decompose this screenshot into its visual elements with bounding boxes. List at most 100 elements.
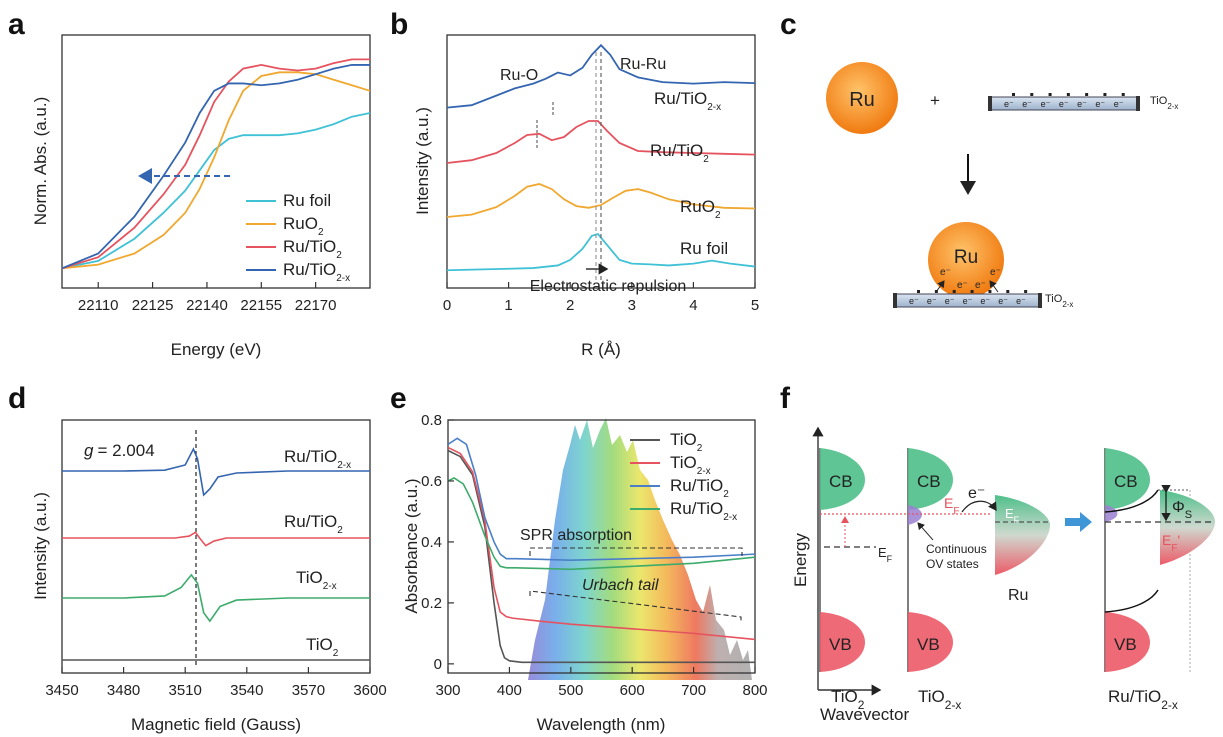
x-tick-label: 3600: [353, 682, 386, 699]
b-xlabel: R (Å): [581, 340, 621, 359]
bar-end: [988, 96, 992, 111]
panel-label-e: e: [390, 382, 407, 415]
surface-dash: [1121, 93, 1125, 96]
tio2x-cb: [908, 448, 953, 510]
ru-ef-label: EF: [1005, 506, 1020, 525]
series-label: Ru/TiO2: [670, 476, 729, 500]
electron-symbol: e⁻: [975, 280, 986, 291]
substrate-top: e⁻ e⁻ e⁻ e⁻ e⁻ e⁻ e⁻: [988, 93, 1140, 111]
series-label: RuO2: [283, 214, 324, 238]
sphere-electrons: e⁻ e⁻ e⁻ e⁻: [935, 267, 1001, 293]
electron-symbol: e⁻: [1114, 99, 1124, 109]
series-label: Ru/TiO2-x: [654, 89, 721, 113]
junction-ov-states: [1105, 505, 1118, 522]
electron-symbol: e⁻: [927, 296, 937, 306]
tio2x-vb: [908, 612, 953, 672]
surface-dash: [1024, 290, 1028, 293]
surface-dash: [1048, 93, 1052, 96]
f-energy-label: Energy: [791, 533, 810, 587]
junction-cb-label: CB: [1114, 472, 1138, 491]
electron-symbol: e⁻: [957, 280, 968, 291]
junction-vb-label: VB: [1114, 635, 1137, 654]
panel-b: b 0 1 2 3 4 5 R (Å) Intensity (a.u.) Ru/TiO2-…: [390, 8, 759, 359]
substrate-bottom: e⁻ e⁻ e⁻ e⁻ e⁻ e⁻ e⁻: [893, 290, 1042, 308]
transition-arrow: [1065, 512, 1092, 532]
spr-bracket: [529, 547, 743, 556]
a-series-line: [61, 112, 371, 270]
bar-end: [893, 293, 897, 308]
d-series-line: [62, 573, 370, 623]
e-series-line: [447, 476, 756, 571]
b-repulsion-label: Electrostatic repulsion: [530, 278, 687, 295]
x-tick-label: 22125: [132, 297, 174, 314]
e-series-line: [447, 437, 756, 562]
surface-dash: [1103, 93, 1107, 96]
series-label: Ru/TiO2-x: [670, 499, 737, 523]
plot-frame-d: [61, 419, 371, 674]
ru-sphere-bottom: [928, 222, 1004, 298]
panel-f: f Energy Wavevector CB VB EF TiO2 CB VB …: [780, 382, 1215, 724]
series-label: Ru/TiO2-x: [283, 260, 350, 284]
junction-vb: [1105, 612, 1150, 672]
e-yticks: 0 0.2 0.4 0.6 0.8: [421, 412, 454, 673]
series-label: Ru foil: [283, 191, 331, 210]
a-xlabel: Energy (eV): [171, 340, 262, 359]
ru-label: Ru: [1008, 587, 1028, 604]
tio2-label: TiO2: [831, 687, 865, 712]
tio2-cb: [820, 448, 865, 510]
a-series-group: [61, 58, 371, 270]
surface-dash: [952, 290, 956, 293]
x-tick-label: 22110: [78, 297, 119, 314]
a-series-line: [61, 58, 370, 270]
x-tick-label: 3480: [107, 682, 140, 699]
f-wavevector-label: Wavevector: [820, 705, 909, 724]
x-tick-label: 3570: [292, 682, 325, 699]
spr-label: SPR absorption: [520, 527, 632, 544]
x-tick-label: 300: [435, 682, 460, 699]
a-series-line: [61, 64, 370, 270]
y-tick-label: 0.6: [421, 473, 442, 490]
d-series-group: [62, 447, 370, 661]
panel-label-b: b: [390, 8, 408, 41]
surface-dash: [1030, 93, 1034, 96]
panel-label-c: c: [780, 8, 797, 41]
junction-ru-band: [1160, 490, 1215, 565]
ov-label-2: OV states: [926, 557, 979, 571]
x-tick-label: 800: [742, 682, 767, 699]
d-xticks: 3450 3480 3510 3540 3570 3600: [45, 667, 387, 699]
series-label: Ru/TiO2-x: [284, 447, 351, 471]
electron-transfer-arrow: [961, 500, 997, 513]
x-tick-label: 3450: [45, 682, 78, 699]
electron-symbol: e⁻: [940, 267, 951, 278]
panel-label-d: d: [8, 382, 26, 415]
plus-sign: +: [930, 91, 940, 110]
b-series-labels: Ru/TiO2-x Ru/TiO2 RuO2 Ru foil: [650, 89, 728, 258]
surface-dash: [934, 290, 938, 293]
tio2x-vb-label: VB: [917, 635, 940, 654]
tio2x-ef-label: EF: [944, 495, 959, 517]
y-tick-label: 0: [434, 656, 442, 673]
plot-frame-e: [447, 419, 756, 674]
electron-arrow: [989, 280, 999, 293]
panel-a: a 22110 22125 22140 22155 22170 Energy (eV) …: [8, 8, 371, 359]
ru-sphere-top: [826, 62, 898, 134]
electron-symbol: e⁻: [945, 296, 955, 306]
junction-cb: [1105, 448, 1150, 510]
series-label: TiO2-x: [296, 568, 337, 592]
e-series-line: [447, 446, 756, 641]
x-tick-label: 22170: [295, 297, 337, 314]
bar-end: [1136, 96, 1140, 111]
e-xticks: 300 400 500 600 700 800: [435, 667, 768, 699]
series-label: TiO2-x: [670, 453, 711, 477]
surface-dash: [1066, 93, 1070, 96]
x-tick-label: 700: [681, 682, 706, 699]
surface-dash: [1006, 290, 1010, 293]
tio2-vb-label: VB: [829, 635, 852, 654]
series-label: TiO2: [306, 635, 339, 659]
d-series-line: [62, 447, 370, 497]
d-ylabel: Intensity (a.u.): [31, 492, 50, 600]
x-tick-label: 3510: [169, 682, 202, 699]
e-series-group: [447, 437, 756, 664]
electron-symbol: e⁻: [1016, 296, 1026, 306]
